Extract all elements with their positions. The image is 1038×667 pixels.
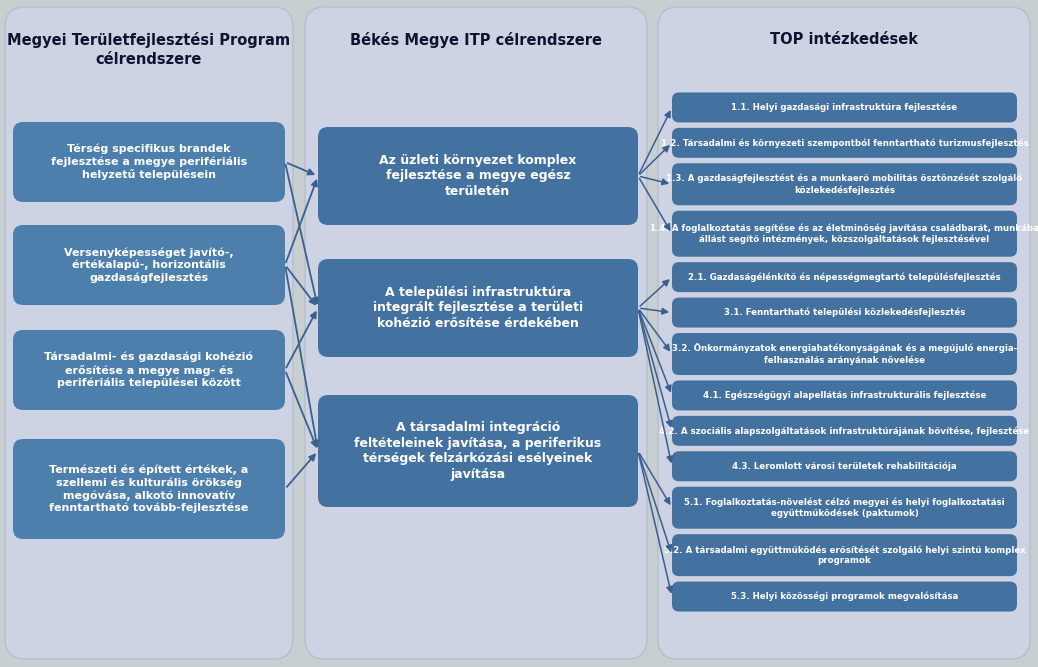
FancyBboxPatch shape bbox=[672, 128, 1017, 158]
FancyBboxPatch shape bbox=[13, 439, 285, 539]
FancyBboxPatch shape bbox=[5, 7, 293, 659]
Text: 5.3. Helyi közösségi programok megvalósítása: 5.3. Helyi közösségi programok megvalósí… bbox=[731, 592, 958, 602]
FancyBboxPatch shape bbox=[658, 7, 1030, 659]
Text: A települési infrastruktúra
integrált fejlesztése a területi
kohézió erősítése é: A települési infrastruktúra integrált fe… bbox=[373, 286, 583, 330]
Text: 5.2. A társadalmi együttműködés erősítését szolgáló helyi szintű komplex
program: 5.2. A társadalmi együttműködés erősítés… bbox=[663, 545, 1026, 565]
FancyBboxPatch shape bbox=[318, 127, 638, 225]
Text: A társadalmi integráció
feltételeinek javítása, a periferikus
térségek felzárkóz: A társadalmi integráció feltételeinek ja… bbox=[354, 422, 602, 481]
Text: 3.2. Önkormányzatok energiahatékonyságának és a megújuló energia-
felhasználás a: 3.2. Önkormányzatok energiahatékonyságán… bbox=[672, 344, 1017, 365]
Text: 1.2. Társadalmi és környezeti szempontból fenntartható turizmusfejlesztés: 1.2. Társadalmi és környezeti szempontbó… bbox=[661, 138, 1029, 147]
FancyBboxPatch shape bbox=[13, 225, 285, 305]
FancyBboxPatch shape bbox=[672, 297, 1017, 327]
FancyBboxPatch shape bbox=[672, 416, 1017, 446]
FancyBboxPatch shape bbox=[318, 395, 638, 507]
FancyBboxPatch shape bbox=[318, 259, 638, 357]
Text: TOP intézkedések: TOP intézkedések bbox=[770, 32, 918, 47]
FancyBboxPatch shape bbox=[672, 333, 1017, 375]
Text: 1.3. A gazdaságfejlesztést és a munkaerő mobilitás ösztönzését szolgáló
közleked: 1.3. A gazdaságfejlesztést és a munkaerő… bbox=[666, 174, 1022, 195]
Text: Békés Megye ITP célrendszere: Békés Megye ITP célrendszere bbox=[350, 32, 602, 48]
FancyBboxPatch shape bbox=[672, 534, 1017, 576]
FancyBboxPatch shape bbox=[672, 262, 1017, 292]
FancyBboxPatch shape bbox=[305, 7, 647, 659]
Text: Versenyképességet javító-,
értékalapú-, horizontális
gazdaságfejlesztés: Versenyképességet javító-, értékalapú-, … bbox=[64, 247, 234, 283]
Text: Természeti és épített értékek, a
szellemi és kulturális örökség
megóvása, alkotó: Természeti és épített értékek, a szellem… bbox=[50, 465, 249, 513]
FancyBboxPatch shape bbox=[13, 330, 285, 410]
Text: 4.3. Leromlott városi területek rehabilitációja: 4.3. Leromlott városi területek rehabili… bbox=[732, 462, 957, 471]
Text: 5.1. Foglalkoztatás-növelést célzó megyei és helyi foglalkoztatási
együttműködés: 5.1. Foglalkoztatás-növelést célzó megye… bbox=[684, 498, 1005, 518]
Text: 3.1. Fenntartható települési közlekedésfejlesztés: 3.1. Fenntartható települési közlekedésf… bbox=[723, 308, 965, 317]
FancyBboxPatch shape bbox=[672, 452, 1017, 482]
Text: Megyei Területfejlesztési Program
célrendszere: Megyei Területfejlesztési Program célren… bbox=[7, 32, 291, 67]
Text: 4.1. Egészségügyi alapellátás infrastrukturális fejlesztése: 4.1. Egészségügyi alapellátás infrastruk… bbox=[703, 391, 986, 400]
Text: 1.1. Helyi gazdasági infrastruktúra fejlesztése: 1.1. Helyi gazdasági infrastruktúra fejl… bbox=[732, 103, 958, 112]
Text: 2.1. Gazdaságélénkítő és népességmegtartó településfejlesztés: 2.1. Gazdaságélénkítő és népességmegtart… bbox=[688, 272, 1001, 282]
FancyBboxPatch shape bbox=[672, 582, 1017, 612]
FancyBboxPatch shape bbox=[13, 122, 285, 202]
Text: Az üzleti környezet komplex
fejlesztése a megye egész
területén: Az üzleti környezet komplex fejlesztése … bbox=[379, 154, 577, 198]
Text: Térség specifikus brandek
fejlesztése a megye perifériális
helyzetű településein: Térség specifikus brandek fejlesztése a … bbox=[51, 144, 247, 180]
Text: 1.4. A foglalkoztatás segítése és az életminőség javítása családbarát, munkába
á: 1.4. A foglalkoztatás segítése és az éle… bbox=[650, 223, 1038, 244]
Text: 4.2. A szociális alapszolgáltatások infrastruktúrájának bővítése, fejlesztése: 4.2. A szociális alapszolgáltatások infr… bbox=[659, 426, 1030, 436]
Text: Társadalmi- és gazdasági kohézió
erősítése a megye mag- és
perifériális települé: Társadalmi- és gazdasági kohézió erősíté… bbox=[45, 352, 253, 388]
FancyBboxPatch shape bbox=[672, 211, 1017, 257]
FancyBboxPatch shape bbox=[672, 163, 1017, 205]
FancyBboxPatch shape bbox=[672, 93, 1017, 123]
FancyBboxPatch shape bbox=[672, 380, 1017, 410]
FancyBboxPatch shape bbox=[672, 487, 1017, 529]
